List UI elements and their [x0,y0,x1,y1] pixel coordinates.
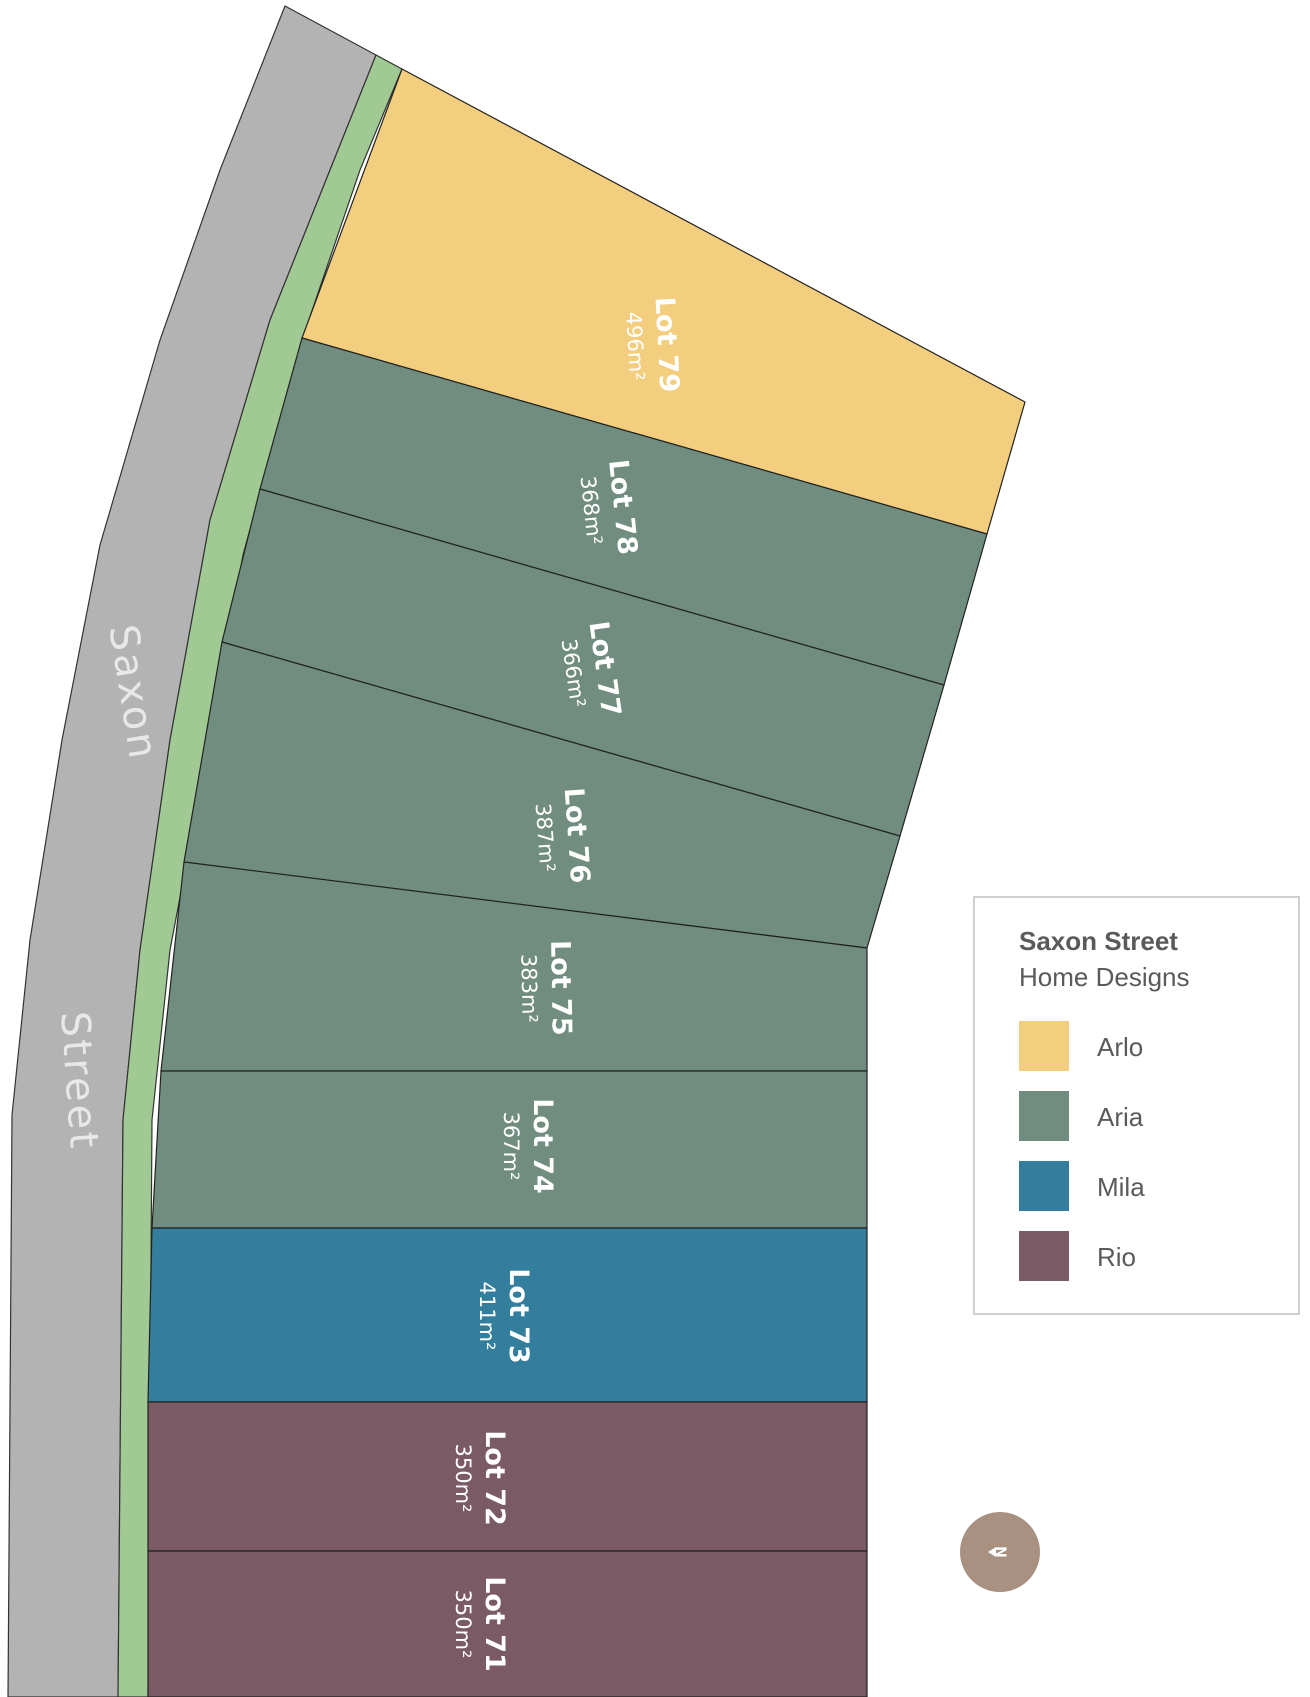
lot-75-label: Lot 75 383m² [516,940,577,1036]
lot-area-text: 350m² [451,1590,475,1659]
street-name-street: Street [51,1010,107,1152]
legend-panel: Saxon Street Home Designs Arlo Aria Mila… [973,896,1300,1315]
legend-swatch [1019,1021,1069,1071]
lot-79-label: Lot 79 496m² [621,296,685,393]
legend-label: Rio [1097,1242,1137,1272]
north-arrow-badge: N [960,1512,1040,1592]
lot-name-text: Lot 71 [479,1576,510,1672]
legend-label: Arlo [1097,1032,1144,1062]
north-arrow-icon [988,1547,996,1557]
lot-name-text: Lot 72 [479,1430,510,1526]
lot-73-label: Lot 73 411m² [475,1268,534,1364]
lot-area-text: 496m² [621,311,649,381]
lot-71-label: Lot 71 350m² [451,1576,510,1672]
legend-title: Saxon Street [1019,926,1178,956]
green-verge [117,54,403,1697]
lot-76-label: Lot 76 387m² [531,787,596,885]
lot-72-label: Lot 72 350m² [451,1430,510,1526]
lot-area-text: 367m² [499,1112,523,1181]
legend-item-arlo: Arlo [1019,1021,1269,1071]
lot-74-label: Lot 74 367m² [499,1098,558,1194]
lot-area-text: 350m² [451,1444,475,1513]
legend-swatch [1019,1231,1069,1281]
lot-name-text: Lot 74 [527,1098,558,1194]
lot-area-text: 383m² [516,954,541,1023]
legend-item-aria: Aria [1019,1091,1269,1141]
lot-71-parcel[interactable] [147,1550,868,1697]
lot-name-text: Lot 73 [503,1268,534,1364]
lot-area-text: 411m² [475,1282,499,1351]
lot-name-text: Lot 79 [649,296,685,393]
legend-item-mila: Mila [1019,1161,1269,1211]
legend-label: Aria [1097,1102,1144,1132]
lot-name-text: Lot 75 [544,940,577,1036]
legend-item-rio: Rio [1019,1231,1269,1281]
lot-name-text: Lot 76 [558,787,596,885]
lot-area-text: 387m² [531,802,560,872]
legend-label: Mila [1097,1172,1145,1202]
legend-swatch [1019,1091,1069,1141]
north-label: N [992,1546,1008,1558]
legend-subtitle: Home Designs [1019,962,1190,992]
legend-swatch [1019,1161,1069,1211]
